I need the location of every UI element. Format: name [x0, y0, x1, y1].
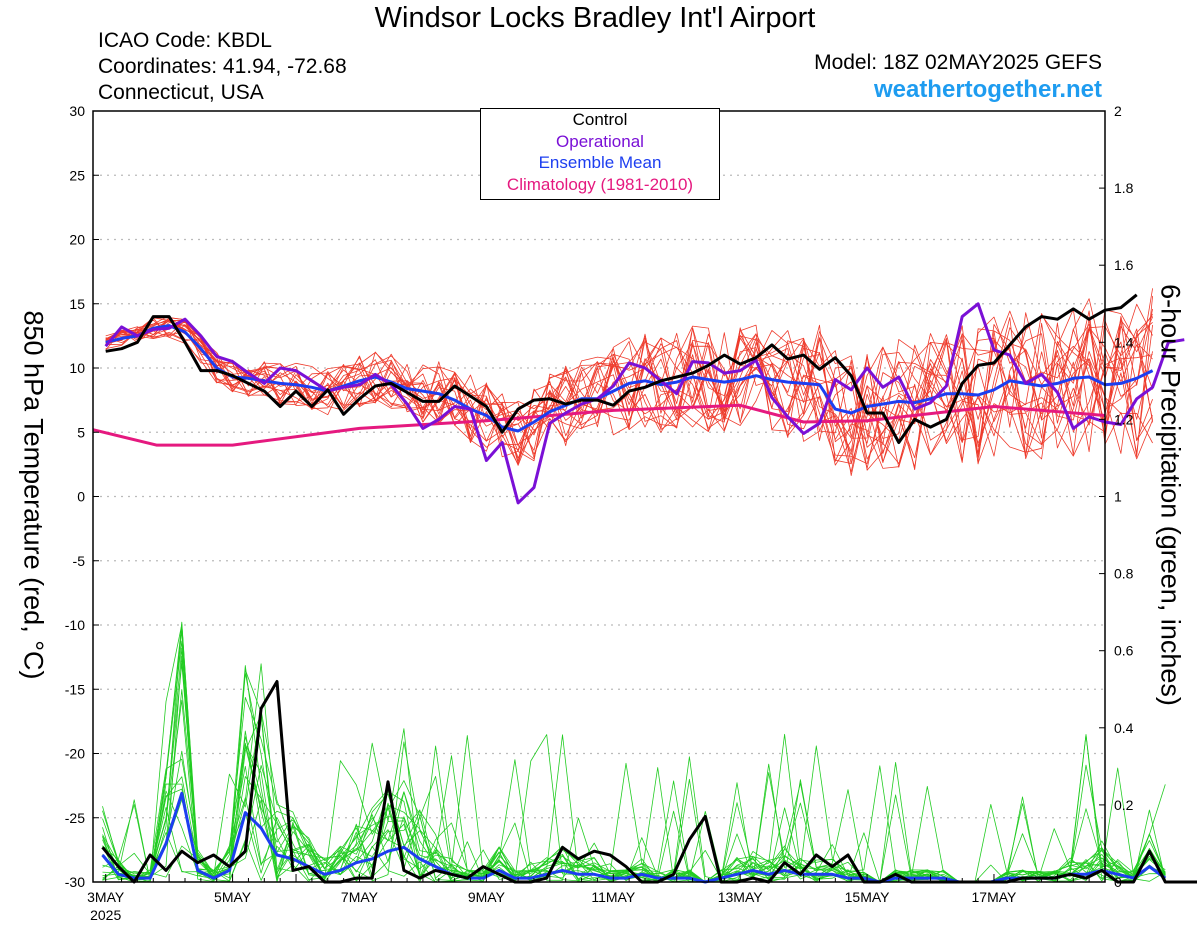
ensemble-mean-line [105, 324, 1154, 433]
temp-member-line [105, 310, 1153, 473]
y-tick-label-left: 15 [69, 296, 85, 312]
y-tick-label-left: -5 [73, 553, 86, 569]
x-tick-sublabel: 2025 [90, 907, 121, 923]
y-tick-label-right: 0.2 [1114, 797, 1134, 813]
y-tick-label-left: -30 [65, 874, 85, 890]
region: Connecticut, USA [98, 81, 264, 104]
y-tick-label-left: -15 [65, 681, 85, 697]
y-tick-label-right: 0.8 [1114, 566, 1134, 582]
legend-control: Control [572, 110, 628, 129]
y-tick-label-left: -25 [65, 810, 85, 826]
x-tick-label: 13MAY [718, 889, 764, 905]
x-tick-label: 7MAY [341, 889, 379, 905]
precip-member-line [102, 750, 1166, 883]
control-line [105, 293, 1138, 444]
y-tick-label-right: 1.8 [1114, 180, 1134, 196]
temp-member-line [105, 314, 1153, 469]
coordinates: Coordinates: 41.94, -72.68 [98, 55, 347, 78]
y-tick-label-right: 0.6 [1114, 643, 1134, 659]
precip-member-line [102, 714, 1166, 883]
temp-member-line [105, 298, 1153, 466]
temp-member-line [105, 308, 1153, 463]
y-tick-label-left: 5 [77, 424, 85, 440]
y-tick-label-left: -20 [65, 746, 85, 762]
temp-member-line [105, 310, 1153, 459]
legend-ensemble-mean: Ensemble Mean [538, 153, 662, 172]
y-tick-label-left: 10 [69, 360, 85, 376]
precip-member-line [102, 648, 1166, 883]
legend: Control Operational Ensemble Mean Climat… [480, 108, 720, 200]
y-tick-label-right: 1.2 [1114, 411, 1134, 427]
operational-line [104, 302, 1185, 505]
y-tick-label-right: 1 [1114, 489, 1122, 505]
y-tick-label-right: 1.6 [1114, 257, 1134, 273]
y-tick-label-right: 0.4 [1114, 720, 1134, 736]
legend-operational: Operational [556, 131, 644, 151]
y-tick-label-left: 20 [69, 232, 85, 248]
model-run: Model: 18Z 02MAY2025 GEFS [814, 51, 1102, 74]
y-tick-label-left: -10 [65, 617, 85, 633]
x-tick-label: 5MAY [214, 889, 252, 905]
precip-member-line [102, 663, 1166, 883]
y-tick-label-right: 1.4 [1114, 334, 1134, 350]
temp-member-line [105, 315, 1153, 465]
precip-member-line [102, 663, 1166, 883]
y-tick-label-left: 25 [69, 167, 85, 183]
x-tick-label: 9MAY [468, 889, 506, 905]
icao-code: ICAO Code: KBDL [98, 29, 272, 52]
x-tick-label: 11MAY [591, 889, 635, 905]
x-tick-label: 17MAY [972, 889, 1018, 905]
y-tick-label-right: 2 [1114, 103, 1122, 119]
x-tick-label: 3MAY [87, 889, 125, 905]
x-tick-label: 15MAY [845, 889, 891, 905]
y-axis-label-right: 6-hour Precipitation (green, inches) [1155, 284, 1186, 706]
site-link[interactable]: weathertogether.net [873, 76, 1102, 103]
y-tick-label-right: 0 [1114, 874, 1122, 890]
legend-climatology: Climatology (1981-2010) [506, 174, 694, 194]
climatology-1981-2010-line [92, 403, 1106, 447]
y-tick-label-left: 0 [77, 489, 85, 505]
chart-title: Windsor Locks Bradley Int'l Airport [374, 2, 816, 34]
precip-member-line [102, 621, 1166, 883]
y-tick-label-left: 30 [69, 103, 85, 119]
y-axis-label-left: 850 hPa Temperature (red, °C) [18, 310, 49, 680]
temp-member-line [105, 288, 1153, 460]
